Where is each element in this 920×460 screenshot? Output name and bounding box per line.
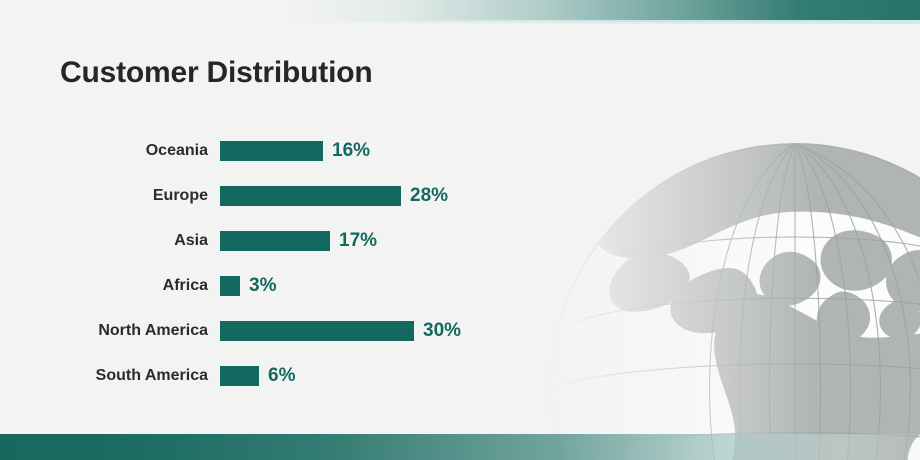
table-row: Asia 17%: [60, 218, 490, 263]
page-title: Customer Distribution: [60, 56, 373, 89]
bar-category-label: Africa: [162, 276, 208, 294]
top-accent-bar-highlight: [290, 20, 920, 24]
bar-category-label: Europe: [152, 186, 208, 204]
bar-category-label: Asia: [174, 231, 208, 249]
bar-track: 6%: [220, 365, 295, 387]
bar-category-label: South America: [95, 366, 208, 384]
globe-meridians: [709, 143, 920, 460]
bar-fill: [220, 230, 330, 251]
bar-fill: [220, 365, 259, 386]
bar-fill: [220, 275, 240, 296]
bar-value-label: 16%: [332, 139, 371, 161]
table-row: North America 30%: [60, 308, 490, 353]
bar-category-label: Oceania: [145, 141, 208, 159]
bar-value-label: 28%: [410, 184, 449, 206]
bar-fill: [220, 185, 401, 206]
globe-landmass: [595, 143, 920, 460]
bar-track: 28%: [220, 185, 448, 207]
table-row: Oceania 16%: [60, 128, 490, 173]
bar-fill: [220, 140, 323, 161]
table-row: Africa 3%: [60, 263, 490, 308]
bar-value-label: 6%: [268, 364, 296, 386]
bar-track: 17%: [220, 230, 377, 252]
table-row: Europe 28%: [60, 173, 490, 218]
bar-category-label: North America: [98, 321, 208, 339]
bar-fill: [220, 320, 414, 341]
bar-value-label: 30%: [423, 319, 462, 341]
bar-track: 30%: [220, 320, 461, 342]
bar-value-label: 17%: [339, 229, 378, 251]
bar-track: 3%: [220, 275, 276, 297]
bar-track: 16%: [220, 140, 370, 162]
bottom-accent-bar: [0, 434, 920, 460]
bar-value-label: 3%: [249, 274, 277, 296]
table-row: South America 6%: [60, 353, 490, 398]
globe-parallels: [550, 236, 920, 454]
top-accent-bar: [0, 0, 920, 22]
globe-graphic: [545, 138, 920, 460]
customer-distribution-bar-chart: Oceania 16% Europe 28% Asia 17% Africa: [60, 128, 490, 398]
